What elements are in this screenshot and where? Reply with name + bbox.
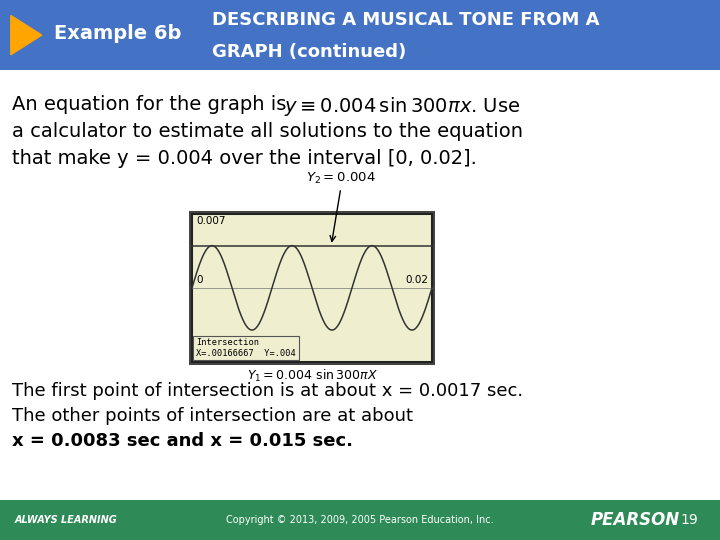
Text: $Y_1 = 0.004\ \sin 300\pi X$: $Y_1 = 0.004\ \sin 300\pi X$	[246, 368, 377, 384]
Text: 0.007: 0.007	[196, 216, 225, 226]
Bar	[189, 211, 435, 364]
Text: −0.007: −0.007	[196, 350, 234, 360]
Text: that make y = 0.004 over the interval [0, 0.02].: that make y = 0.004 over the interval [0…	[12, 149, 477, 168]
Text: $y \equiv 0.004\,\sin 300\pi x$. Use: $y \equiv 0.004\,\sin 300\pi x$. Use	[284, 95, 521, 118]
Text: Copyright © 2013, 2009, 2005 Pearson Education, Inc.: Copyright © 2013, 2009, 2005 Pearson Edu…	[226, 515, 494, 525]
Text: x = 0.0083 sec and x = 0.015 sec.: x = 0.0083 sec and x = 0.015 sec.	[12, 431, 353, 450]
Text: DESCRIBING A MUSICAL TONE FROM A: DESCRIBING A MUSICAL TONE FROM A	[212, 11, 600, 29]
Text: The other points of intersection are at about: The other points of intersection are at …	[12, 407, 413, 424]
Text: ALWAYS LEARNING: ALWAYS LEARNING	[14, 515, 117, 525]
Text: $Y_2 = 0.004$: $Y_2 = 0.004$	[306, 171, 376, 186]
Text: 19: 19	[680, 513, 698, 526]
Text: 0.02: 0.02	[405, 275, 428, 285]
Text: An equation for the graph is: An equation for the graph is	[12, 95, 292, 114]
Polygon shape	[11, 16, 42, 55]
Text: The first point of intersection is at about x = 0.0017 sec.: The first point of intersection is at ab…	[12, 382, 523, 400]
Text: Example 6b: Example 6b	[54, 24, 181, 43]
Bar	[192, 214, 432, 362]
Text: Intersection
X=.00166667  Y=.004: Intersection X=.00166667 Y=.004	[196, 339, 296, 357]
Text: 0: 0	[196, 275, 202, 285]
Text: GRAPH (continued): GRAPH (continued)	[212, 43, 407, 61]
Text: a calculator to estimate all solutions to the equation: a calculator to estimate all solutions t…	[12, 122, 523, 141]
Text: PEARSON: PEARSON	[590, 511, 680, 529]
